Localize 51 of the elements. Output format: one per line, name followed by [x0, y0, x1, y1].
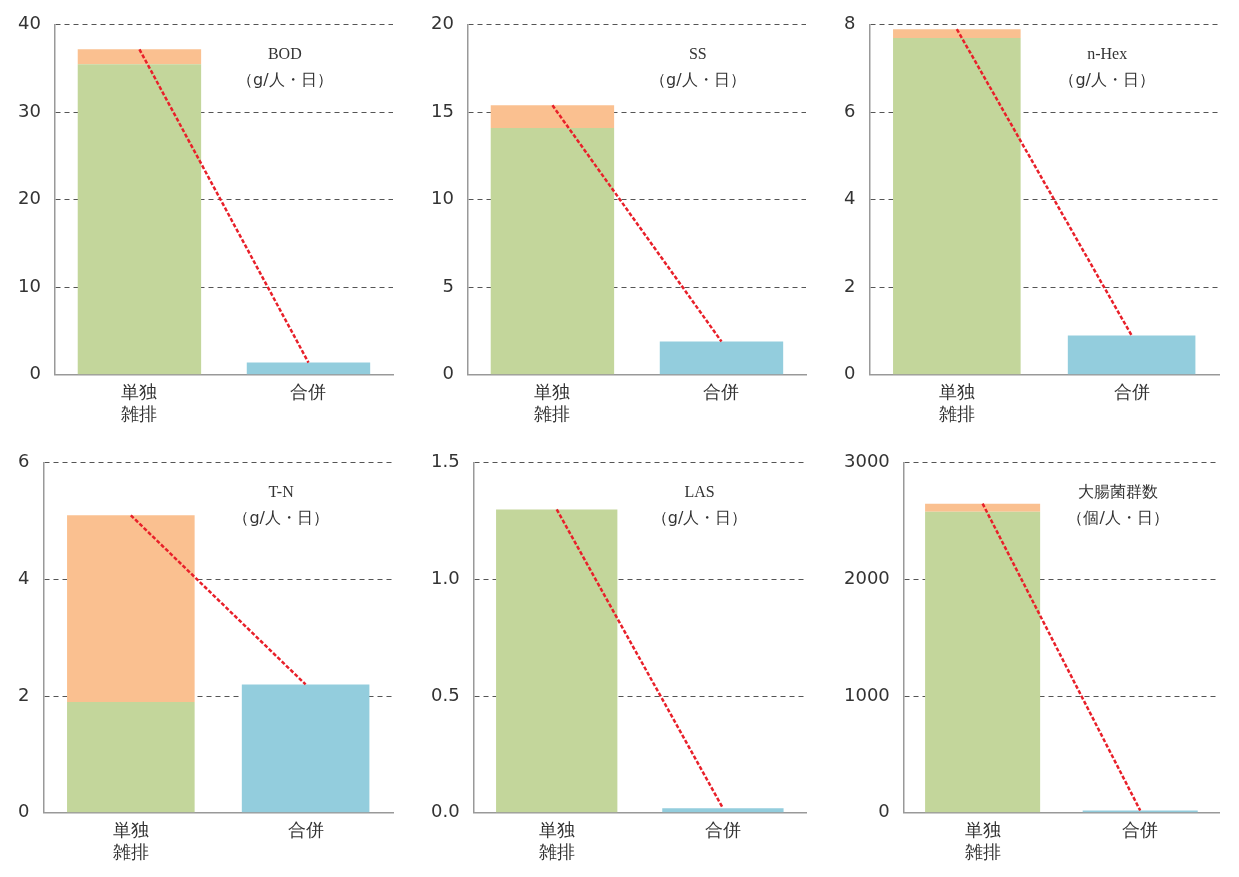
text: （g/人・日）: [233, 507, 329, 527]
text: n-Hex: [1087, 45, 1128, 62]
y-tick-label: 30: [18, 99, 41, 121]
y-tick-label: 0: [878, 800, 890, 822]
y-tick-label: 4: [18, 567, 30, 589]
y-tick-label: 40: [18, 12, 41, 34]
x-tick-label: 単独雑排: [534, 381, 571, 424]
y-tick-label: 0: [29, 362, 41, 384]
text: SS: [688, 45, 707, 62]
text: （g/人・日）: [1059, 69, 1155, 89]
text: 大腸菌群数: [1078, 483, 1159, 500]
y-tick-label: 4: [844, 187, 856, 209]
text: （g/人・日）: [237, 69, 333, 89]
x-tick-label: 合併: [287, 819, 324, 841]
text: （g/人・日）: [650, 69, 746, 89]
y-tick-label: 10: [431, 187, 454, 209]
y-tick-label: 3000: [844, 450, 890, 472]
y-tick-label: 6: [844, 99, 856, 121]
x-tick-label: 単独雑排: [112, 819, 149, 862]
y-tick-label: 0: [844, 362, 856, 384]
x-tick-label: 単独雑排: [938, 381, 975, 424]
y-tick-label: 1000: [844, 683, 890, 705]
y-tick-label: 0: [442, 362, 454, 384]
text: T-N: [268, 483, 295, 500]
y-tick-label: 6: [18, 450, 30, 472]
y-tick-label: 2: [844, 274, 856, 296]
y-tick-label: 2: [18, 683, 30, 705]
text: BOD: [267, 45, 302, 62]
x-tick-label: 単独雑排: [538, 819, 575, 862]
text: LAS: [684, 483, 715, 500]
y-tick-label: 0.5: [430, 683, 460, 705]
text: （個/人・日）: [1067, 507, 1169, 527]
x-tick-label: 合併: [704, 819, 741, 841]
text: （g/人・日）: [651, 507, 748, 527]
x-tick-label: 合併: [1113, 381, 1150, 403]
x-tick-label: 合併: [703, 381, 740, 403]
y-tick-label: 15: [431, 99, 454, 121]
y-tick-label: 0.0: [430, 800, 460, 822]
x-tick-label: 単独雑排: [121, 381, 158, 424]
x-tick-label: 単独雑排: [964, 819, 1001, 862]
y-tick-label: 2000: [844, 567, 890, 589]
y-tick-label: 20: [431, 12, 454, 34]
y-tick-label: 1.0: [430, 567, 460, 589]
y-tick-label: 8: [844, 12, 856, 34]
y-tick-label: 5: [442, 274, 454, 296]
y-tick-label: 1.5: [430, 450, 460, 472]
x-tick-label: 合併: [1122, 819, 1159, 841]
y-tick-label: 20: [18, 187, 41, 209]
x-tick-label: 合併: [290, 381, 327, 403]
y-tick-label: 10: [18, 274, 41, 296]
y-tick-label: 0: [18, 800, 30, 822]
